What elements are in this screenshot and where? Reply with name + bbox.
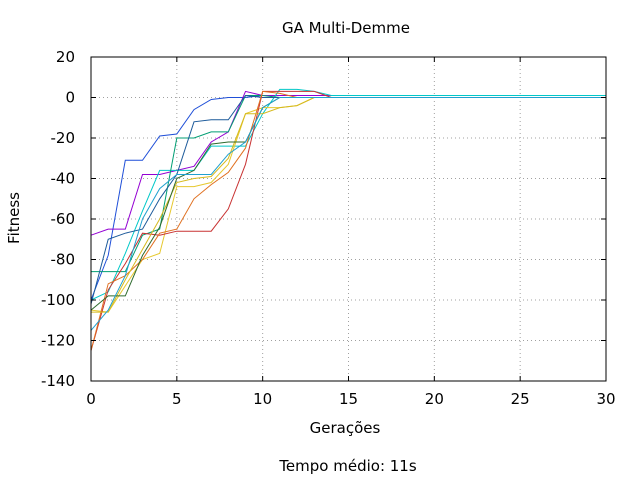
x-tick-label: 15 — [339, 390, 358, 408]
axis-ticks: 0 5 10 15 20 25 30 20 0 -20 -40 -60 -80 -100 -120 -140 — [41, 48, 616, 408]
x-tick-label: 5 — [172, 390, 182, 408]
y-tick-label: -20 — [51, 129, 76, 147]
x-tick-label: 10 — [253, 390, 272, 408]
series-line-8 — [90, 90, 606, 351]
x-tick-label: 0 — [86, 390, 96, 408]
y-tick-label: -40 — [51, 170, 76, 188]
x-tick-label: 30 — [596, 390, 615, 408]
y-tick-label: -100 — [41, 291, 75, 309]
x-tick-label: 25 — [511, 390, 530, 408]
y-tick-label: -140 — [41, 372, 75, 390]
series-group — [90, 88, 606, 351]
series-line-2 — [90, 90, 606, 236]
y-tick-label: -60 — [51, 210, 76, 228]
series-line-11 — [90, 97, 606, 331]
series-line-9 — [91, 97, 606, 313]
y-tick-label: -80 — [51, 251, 76, 269]
series-line-5 — [90, 94, 606, 305]
series-line-3 — [90, 88, 606, 301]
x-tick-label: 20 — [425, 390, 444, 408]
chart-title: GA Multi-Demme — [282, 19, 410, 37]
x-axis-label: Gerações — [310, 419, 381, 437]
y-tick-label: 0 — [65, 89, 75, 107]
y-tick-label: -120 — [41, 332, 75, 350]
footer-note: Tempo médio: 11s — [278, 457, 417, 475]
y-tick-label: 20 — [56, 48, 75, 66]
y-axis-label: Fitness — [5, 192, 23, 244]
